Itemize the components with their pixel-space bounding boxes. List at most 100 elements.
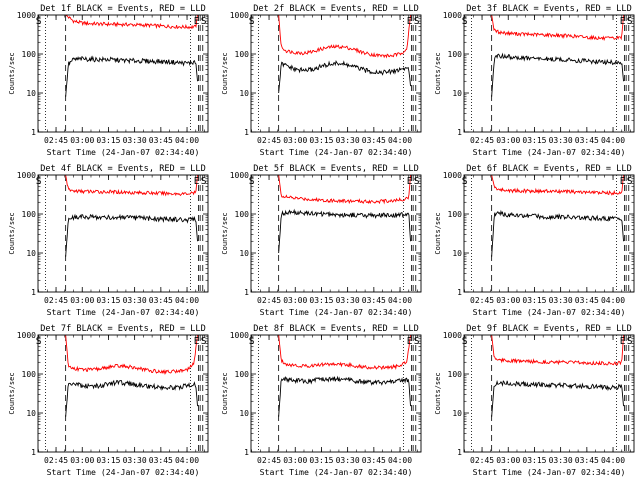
x-tick-label: 02:45 <box>44 136 68 145</box>
y-tick-label: 10 <box>239 409 249 418</box>
x-tick-label: 02:45 <box>470 296 494 305</box>
x-tick-label: 03:45 <box>575 296 599 305</box>
y-tick-label: 1 <box>457 448 462 457</box>
x-tick-label: 04:00 <box>388 296 412 305</box>
x-tick-label: 03:00 <box>496 456 520 465</box>
plot-frame <box>37 334 209 453</box>
y-tick-label: 1000 <box>17 11 36 20</box>
x-tick-label: 04:00 <box>601 136 625 145</box>
y-tick-label: 1000 <box>17 171 36 180</box>
x-tick-label: 04:00 <box>601 456 625 465</box>
x-tick-label: 03:45 <box>149 296 173 305</box>
events-series-line <box>65 379 198 417</box>
start-marker-label: S <box>414 336 420 347</box>
start-marker-label: S <box>627 176 633 187</box>
x-tick-label: 03:15 <box>96 296 120 305</box>
events-series-line <box>278 208 411 254</box>
y-axis-label: Counts/sec <box>8 52 16 94</box>
start-marker-label: S <box>462 176 468 187</box>
events-series-line <box>278 375 411 417</box>
start-marker-label: S <box>249 176 255 187</box>
events-series-line <box>65 213 198 257</box>
y-tick-label: 100 <box>235 50 250 59</box>
panel-title: Det 7f BLACK = Events, RED = LLD <box>40 324 206 334</box>
y-axis-label: Counts/sec <box>8 372 16 414</box>
x-axis-label: Start Time (24-Jan-07 02:34:40) <box>260 307 413 317</box>
start-marker-label: S <box>36 176 42 187</box>
x-tick-label: 03:00 <box>283 456 307 465</box>
y-axis-label: Counts/sec <box>221 372 229 414</box>
panel-title: Det 9f BLACK = Events, RED = LLD <box>466 324 632 334</box>
chart-panel: Det 3f BLACK = Events, RED = LLD Counts/s… <box>434 4 635 157</box>
end-marker-label: E <box>194 176 200 187</box>
y-axis-label: Counts/sec <box>434 212 442 254</box>
x-tick-label: 03:45 <box>362 296 386 305</box>
y-tick-label: 1 <box>457 128 462 137</box>
x-axis-label: Start Time (24-Jan-07 02:34:40) <box>47 467 200 477</box>
start-marker-label: S <box>462 336 468 347</box>
x-tick-label: 02:45 <box>257 136 281 145</box>
x-tick-label: 03:15 <box>309 296 333 305</box>
x-tick-label: 03:45 <box>362 456 386 465</box>
x-tick-label: 03:30 <box>336 136 360 145</box>
x-tick-label: 03:30 <box>123 296 147 305</box>
x-tick-label: 03:45 <box>149 456 173 465</box>
lld-series-line <box>278 15 411 59</box>
y-tick-label: 10 <box>239 249 249 258</box>
y-axis-label: Counts/sec <box>221 52 229 94</box>
x-tick-label: 04:00 <box>175 456 199 465</box>
y-tick-label: 1 <box>31 448 36 457</box>
end-marker-label: E <box>194 16 200 27</box>
plot-frame <box>250 334 422 453</box>
plot-frame <box>250 174 422 293</box>
start-marker-label: S <box>36 16 42 27</box>
x-tick-label: 03:45 <box>362 136 386 145</box>
x-tick-label: 03:00 <box>283 136 307 145</box>
y-tick-label: 1000 <box>230 331 249 340</box>
y-tick-label: 100 <box>22 210 37 219</box>
x-tick-label: 03:00 <box>496 296 520 305</box>
plot-frame <box>463 14 635 133</box>
panel-title: Det 4f BLACK = Events, RED = LLD <box>40 164 206 174</box>
plot-frame <box>463 334 635 453</box>
events-series-line <box>491 209 624 257</box>
x-tick-label: 03:00 <box>70 136 94 145</box>
x-tick-label: 03:00 <box>70 296 94 305</box>
x-tick-label: 03:15 <box>96 456 120 465</box>
x-tick-label: 03:00 <box>496 136 520 145</box>
x-tick-label: 02:45 <box>470 136 494 145</box>
end-marker-label: E <box>620 16 626 27</box>
y-tick-label: 100 <box>235 370 250 379</box>
x-tick-label: 03:30 <box>336 296 360 305</box>
panel-title: Det 5f BLACK = Events, RED = LLD <box>253 164 419 174</box>
x-axis-label: Start Time (24-Jan-07 02:34:40) <box>473 307 626 317</box>
x-tick-label: 02:45 <box>470 456 494 465</box>
x-tick-label: 04:00 <box>175 136 199 145</box>
start-marker-label: S <box>201 336 207 347</box>
y-tick-label: 1000 <box>443 331 462 340</box>
y-tick-label: 1 <box>31 288 36 297</box>
y-tick-label: 1000 <box>230 11 249 20</box>
y-axis-label: Counts/sec <box>221 212 229 254</box>
y-axis-label: Counts/sec <box>434 52 442 94</box>
y-tick-label: 1000 <box>443 11 462 20</box>
lld-series-line <box>491 335 624 366</box>
end-marker-label: E <box>620 336 626 347</box>
x-tick-label: 03:45 <box>575 136 599 145</box>
y-tick-label: 10 <box>239 89 249 98</box>
x-axis-label: Start Time (24-Jan-07 02:34:40) <box>473 147 626 157</box>
x-tick-label: 02:45 <box>44 456 68 465</box>
end-marker-label: E <box>407 336 413 347</box>
x-axis-label: Start Time (24-Jan-07 02:34:40) <box>47 307 200 317</box>
lld-series-line <box>491 15 624 42</box>
lld-series-line <box>491 175 624 196</box>
chart-panel: Det 9f BLACK = Events, RED = LLD Counts/s… <box>434 324 635 477</box>
chart-panel: Det 2f BLACK = Events, RED = LLD Counts/s… <box>221 4 422 157</box>
lld-series-line <box>65 15 198 30</box>
x-tick-label: 03:00 <box>70 456 94 465</box>
y-tick-label: 1000 <box>443 171 462 180</box>
y-tick-label: 10 <box>26 249 36 258</box>
start-marker-label: S <box>627 16 633 27</box>
y-tick-label: 100 <box>22 370 37 379</box>
